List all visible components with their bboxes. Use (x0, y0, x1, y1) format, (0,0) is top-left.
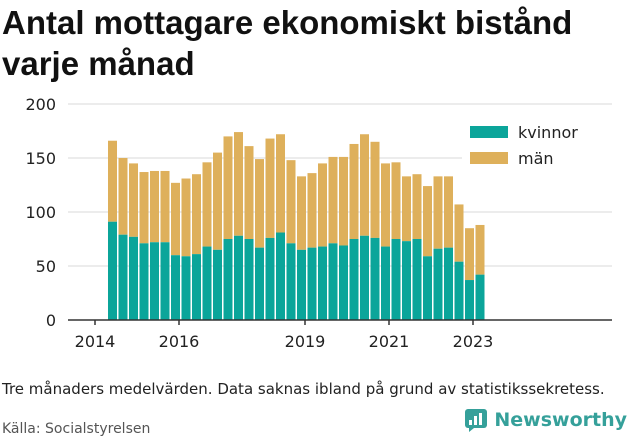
bar-man (139, 172, 149, 244)
bar-man (391, 162, 401, 239)
bar-man (423, 186, 432, 257)
bar-man (108, 140, 117, 222)
bar-man (171, 182, 180, 256)
bar-kvinnor (181, 256, 191, 320)
y-tick-label: 0 (46, 311, 56, 330)
bar-man (318, 163, 327, 247)
y-tick-label: 150 (25, 149, 56, 168)
bar-kvinnor (412, 239, 422, 320)
bar-kvinnor (465, 280, 474, 320)
bar-man (223, 136, 233, 239)
bar-kvinnor (234, 235, 243, 320)
bar-man (192, 174, 201, 255)
bar-kvinnor (475, 274, 485, 320)
bar-kvinnor (139, 243, 149, 320)
bar-man (286, 160, 296, 244)
bar-man (150, 170, 159, 243)
bar-kvinnor (433, 248, 443, 320)
bar-kvinnor (192, 254, 201, 320)
bar-man (234, 132, 243, 236)
bar-kvinnor (423, 256, 432, 320)
brand-name: Newsworthy (494, 409, 627, 431)
legend-swatch (470, 126, 508, 138)
bar-man (118, 158, 128, 235)
bar-man (402, 176, 411, 242)
bar-man (328, 156, 338, 244)
bar-man (339, 156, 348, 246)
x-tick-label: 2021 (369, 332, 410, 351)
bar-kvinnor (318, 246, 327, 320)
bar-man (202, 162, 212, 247)
bar-man (255, 159, 264, 248)
bar-kvinnor (223, 239, 233, 320)
x-tick-label: 2014 (75, 332, 116, 351)
bar-man (307, 173, 317, 248)
bar-man (381, 163, 390, 247)
bar-man (465, 228, 474, 281)
bar-man (412, 174, 422, 239)
stacked-bar-chart: 0 50 100 150 200 2014 2016 2019 2021 2023 kvinnor… (25, 95, 612, 351)
y-tick-label: 100 (25, 203, 56, 222)
bar-kvinnor (255, 247, 264, 320)
bar-kvinnor (160, 242, 170, 320)
bar-man (360, 134, 369, 236)
legend-label: kvinnor (518, 123, 578, 142)
bar-kvinnor (129, 236, 138, 320)
bar-man (370, 141, 380, 238)
bars (108, 132, 485, 320)
bar-kvinnor (213, 249, 222, 320)
y-tick-label: 50 (36, 257, 56, 276)
bar-man (349, 143, 359, 239)
bar-kvinnor (171, 255, 180, 320)
bar-man (444, 176, 453, 248)
legend: kvinnor män (462, 120, 612, 178)
bar-kvinnor (360, 235, 369, 320)
bar-kvinnor (118, 234, 128, 320)
axes: 0 50 100 150 200 2014 2016 2019 2021 2023 (25, 95, 612, 351)
bar-man (276, 134, 285, 233)
bar-man (244, 146, 254, 239)
bar-kvinnor (108, 221, 117, 320)
bar-man (433, 176, 443, 249)
source-text: Källa: Socialstyrelsen (2, 421, 151, 437)
bar-man (265, 138, 275, 238)
bar-kvinnor (244, 239, 254, 320)
bar-kvinnor (265, 237, 275, 320)
bar-kvinnor (381, 246, 390, 320)
bar-kvinnor (349, 239, 359, 320)
chart-title: Antal mottagare ekonomiskt bistånd varje… (2, 4, 573, 82)
bar-kvinnor (391, 239, 401, 320)
bar-kvinnor (370, 237, 380, 320)
bar-man (129, 163, 138, 237)
legend-label: män (518, 149, 554, 168)
bar-chart-logo-icon (465, 409, 488, 432)
bar-man (454, 204, 464, 262)
brand-logo[interactable]: Newsworthy (464, 408, 627, 432)
bar-kvinnor (276, 232, 285, 320)
bar-kvinnor (297, 249, 306, 320)
bar-kvinnor (339, 245, 348, 320)
bar-man (475, 224, 485, 275)
x-tick-label: 2019 (285, 332, 326, 351)
x-tick-label: 2016 (159, 332, 200, 351)
y-tick-label: 200 (25, 95, 56, 114)
bar-kvinnor (286, 243, 296, 320)
chart-note: Tre månaders medelvärden. Data saknas ib… (2, 380, 605, 398)
bar-kvinnor (444, 247, 453, 320)
bar-kvinnor (402, 241, 411, 320)
bar-kvinnor (202, 246, 212, 320)
bar-man (181, 178, 191, 257)
bar-kvinnor (150, 242, 159, 320)
legend-swatch (470, 152, 508, 164)
bar-kvinnor (328, 243, 338, 320)
bar-kvinnor (307, 247, 317, 320)
bar-man (213, 152, 222, 250)
bar-man (160, 170, 170, 243)
bar-kvinnor (454, 261, 464, 320)
bar-man (297, 176, 306, 250)
x-tick-label: 2023 (453, 332, 494, 351)
